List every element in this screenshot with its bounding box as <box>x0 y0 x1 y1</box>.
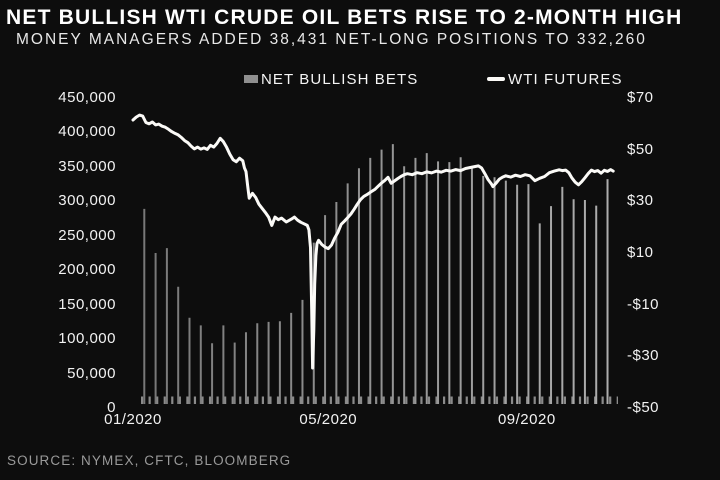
right-axis-tick: -$50 <box>627 399 660 416</box>
left-axis-tick: 100,000 <box>58 330 116 348</box>
left-axis-tick: 150,000 <box>58 295 116 313</box>
legend-label: WTI FUTURES <box>508 70 623 88</box>
left-axis-tick: 450,000 <box>58 89 116 106</box>
x-axis-tick: 05/2020 <box>299 411 358 428</box>
source-note: SOURCE: NYMEX, CFTC, BLOOMBERG <box>7 453 292 468</box>
page-title: NET BULLISH WTI CRUDE OIL BETS RISE TO 2… <box>6 6 683 29</box>
wti-line <box>131 113 615 370</box>
right-axis-tick: $70 <box>627 89 654 106</box>
left-axis-tick: 350,000 <box>58 157 116 175</box>
left-axis-tick: 400,000 <box>58 123 116 141</box>
right-axis-tick: $50 <box>627 140 654 158</box>
x-axis-tick: 01/2020 <box>104 411 162 428</box>
left-axis-tick: 300,000 <box>58 192 116 210</box>
legend-item-wti-futures: WTI FUTURES <box>487 70 623 88</box>
left-axis-tick: 50,000 <box>67 364 116 382</box>
right-axis-tick: -$30 <box>627 347 660 365</box>
legend-item-net-bullish-bets: NET BULLISH BETS <box>244 70 418 88</box>
right-axis-tick: -$10 <box>627 295 660 313</box>
bar-swatch-icon <box>244 75 258 83</box>
left-axis-tick: 0 <box>107 399 116 416</box>
left-axis-tick: 250,000 <box>58 226 116 244</box>
right-axis-tick: $30 <box>627 192 654 210</box>
right-axis-tick: $10 <box>627 244 654 261</box>
line-swatch-icon <box>487 77 505 81</box>
legend-label: NET BULLISH BETS <box>261 70 419 88</box>
x-axis-tick: 09/2020 <box>497 411 556 428</box>
page-subtitle: MONEY MANAGERS ADDED 38,431 NET-LONG POS… <box>16 31 647 48</box>
left-axis-tick: 200,000 <box>58 261 116 279</box>
